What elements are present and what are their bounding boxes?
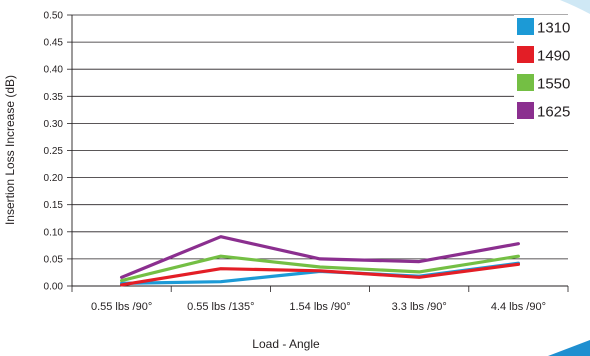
legend: 1310 1490 1550 1625 xyxy=(514,15,574,129)
y-tick-labels: 0.00 0.05 0.10 0.15 0.20 0.25 0.30 0.35 0.40 0.45… xyxy=(44,11,64,293)
y-tick-label: 0.35 xyxy=(44,92,64,103)
legend-label-1310: 1310 xyxy=(537,20,570,37)
legend-swatch-1490 xyxy=(517,46,534,63)
y-tick-label: 0.10 xyxy=(44,227,64,238)
y-tick-label: 0.50 xyxy=(44,11,64,22)
corner-decoration-top xyxy=(560,0,590,14)
legend-label-1490: 1490 xyxy=(537,48,570,65)
x-tick-label: 3.3 lbs /90° xyxy=(392,301,447,313)
corner-decoration-bottom xyxy=(548,340,590,356)
x-tick-label: 0.55 lbs /135° xyxy=(187,301,254,313)
legend-label-1550: 1550 xyxy=(537,76,570,93)
y-tick-label: 0.15 xyxy=(44,200,64,211)
y-axis-title: Insertion Loss Increase (dB) xyxy=(3,75,17,225)
x-axis-title: Load - Angle xyxy=(252,337,320,351)
y-tick-label: 0.30 xyxy=(44,119,64,130)
y-tick-label: 0.40 xyxy=(44,65,64,76)
series-line-1625 xyxy=(119,235,521,279)
y-tick-label: 0.05 xyxy=(44,254,64,265)
x-tick-label: 0.55 lbs /90° xyxy=(91,301,152,313)
legend-swatch-1625 xyxy=(517,102,534,119)
x-tick-label: 1.54 lbs /90° xyxy=(289,301,350,313)
legend-label-1625: 1625 xyxy=(537,104,570,121)
x-tick-labels: 0.55 lbs /90° 0.55 lbs /135° 1.54 lbs /90°… xyxy=(91,301,546,313)
legend-swatch-1550 xyxy=(517,74,534,91)
series-line-1550 xyxy=(119,254,521,283)
y-tick-label: 0.25 xyxy=(44,146,64,157)
legend-swatch-1310 xyxy=(517,18,534,35)
y-tick-label: 0.20 xyxy=(44,173,64,184)
y-tick-label: 0.45 xyxy=(44,38,64,49)
axes xyxy=(67,14,569,292)
gridlines xyxy=(72,14,568,260)
y-tick-label: 0.00 xyxy=(44,282,64,293)
series-lines xyxy=(119,235,521,287)
x-tick-label: 4.4 lbs /90° xyxy=(491,301,546,313)
series-line-1490 xyxy=(119,262,521,287)
